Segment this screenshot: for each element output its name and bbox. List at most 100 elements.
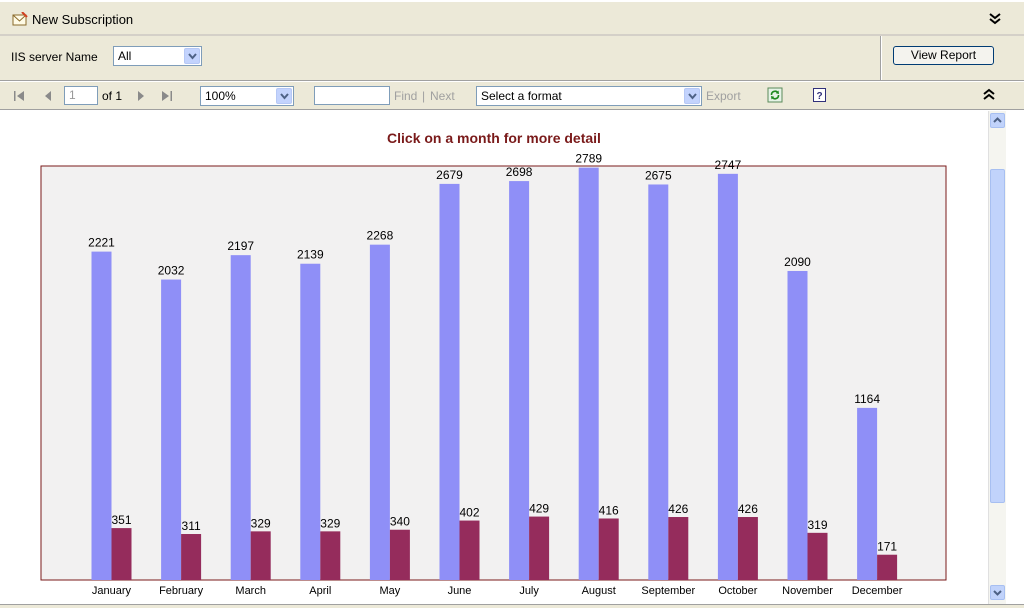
bar-value-label: 319 — [807, 518, 827, 532]
bar-series-b[interactable] — [737, 517, 758, 580]
server-name-label: IIS server Name — [11, 50, 98, 64]
previous-page-icon[interactable] — [42, 90, 54, 102]
bar-series-b[interactable] — [807, 532, 828, 580]
export-format-value: Select a format — [481, 89, 562, 103]
bar-series-b[interactable] — [598, 518, 619, 580]
report-toolbar: 1 of 1 100% Find | Next Select a format … — [0, 82, 1024, 110]
bar-value-label: 2698 — [506, 165, 533, 179]
next-page-icon[interactable] — [135, 90, 147, 102]
bar-value-label: 2197 — [227, 239, 254, 253]
next-link[interactable]: Next — [430, 89, 455, 103]
bar-series-a[interactable] — [787, 270, 808, 580]
x-tick-label[interactable]: October — [718, 585, 757, 597]
bar-value-label: 2032 — [158, 264, 185, 278]
status-edge — [0, 604, 1024, 608]
last-page-icon[interactable] — [161, 90, 173, 102]
bar-value-label: 402 — [459, 506, 479, 520]
title-bar: New Subscription — [0, 0, 1024, 36]
x-tick-label[interactable]: August — [582, 585, 616, 597]
x-tick-label[interactable]: April — [309, 585, 331, 597]
find-separator: | — [422, 89, 426, 103]
bar-value-label: 426 — [668, 502, 688, 516]
subscription-icon — [12, 11, 28, 26]
bar-series-a[interactable] — [509, 181, 530, 580]
bar-series-b[interactable] — [181, 534, 202, 580]
chart-title: Click on a month for more detail — [387, 130, 601, 146]
bar-value-label: 311 — [182, 519, 201, 533]
chevron-down-icon[interactable] — [184, 48, 200, 64]
bar-series-b[interactable] — [529, 516, 550, 580]
bar-value-label: 426 — [738, 502, 758, 516]
page-number-input[interactable]: 1 — [64, 86, 98, 105]
bar-series-a[interactable] — [369, 244, 390, 580]
bar-series-a[interactable] — [439, 183, 460, 580]
x-tick-label[interactable]: March — [235, 585, 266, 597]
x-tick-label[interactable]: September — [641, 585, 695, 597]
export-link[interactable]: Export — [706, 89, 741, 103]
bar-series-a[interactable] — [91, 251, 112, 580]
scroll-thumb[interactable] — [990, 169, 1005, 503]
first-page-icon[interactable] — [13, 90, 25, 102]
chevron-down-icon[interactable] — [684, 88, 700, 104]
bar-value-label: 329 — [320, 516, 340, 530]
x-tick-label[interactable]: January — [92, 585, 132, 597]
bar-value-label: 2139 — [297, 248, 324, 262]
page-count-label: of 1 — [102, 89, 123, 103]
bar-value-label: 2747 — [715, 158, 742, 172]
bar-value-label: 340 — [390, 515, 410, 529]
bar-series-a[interactable] — [300, 263, 321, 580]
bar-value-label: 2789 — [575, 152, 602, 166]
bar-series-a[interactable] — [578, 167, 599, 580]
scroll-down-button[interactable] — [990, 585, 1005, 600]
bar-value-label: 2090 — [784, 255, 811, 269]
refresh-icon[interactable] — [767, 87, 783, 103]
zoom-select[interactable]: 100% — [200, 86, 294, 106]
x-tick-label[interactable]: June — [448, 585, 472, 597]
x-tick-label[interactable]: July — [519, 585, 539, 597]
scroll-up-button[interactable] — [990, 113, 1005, 128]
x-tick-label[interactable]: February — [159, 585, 204, 597]
bar-series-b[interactable] — [668, 517, 689, 580]
window-edge — [1006, 111, 1024, 608]
x-tick-label[interactable]: November — [782, 585, 833, 597]
bar-value-label: 351 — [111, 513, 131, 527]
bar-series-b[interactable] — [320, 531, 341, 580]
zoom-value: 100% — [205, 89, 236, 103]
svg-text:?: ? — [816, 91, 822, 102]
server-name-select[interactable]: All — [113, 46, 202, 66]
bar-series-a[interactable] — [161, 279, 182, 580]
bar-series-b[interactable] — [111, 528, 132, 580]
bar-series-a[interactable] — [717, 173, 738, 580]
bar-series-a[interactable] — [230, 255, 251, 581]
collapse-up-icon[interactable] — [982, 87, 998, 103]
help-icon[interactable]: ? — [812, 87, 828, 103]
vertical-scrollbar[interactable] — [988, 111, 1006, 604]
monthly-bar-chart: 2221 351 January 2032 311 February 2197 329 Marc… — [40, 152, 947, 597]
bar-value-label: 2268 — [367, 229, 394, 243]
x-tick-label[interactable]: May — [380, 585, 401, 597]
server-name-value: All — [118, 49, 132, 63]
export-format-select[interactable]: Select a format — [476, 86, 702, 106]
view-report-button[interactable]: View Report — [893, 46, 994, 65]
bar-series-a[interactable] — [648, 184, 669, 580]
bar-value-label: 416 — [599, 503, 619, 517]
bar-value-label: 2679 — [436, 168, 463, 182]
parameters-bar: IIS server Name All View Report — [0, 36, 1024, 81]
bar-series-b[interactable] — [877, 554, 898, 580]
bar-series-b[interactable] — [250, 531, 271, 580]
find-input[interactable] — [314, 86, 390, 105]
bar-series-b[interactable] — [389, 529, 410, 580]
divider — [880, 36, 882, 80]
x-tick-label[interactable]: December — [852, 585, 903, 597]
find-link[interactable]: Find — [394, 89, 418, 103]
bar-value-label: 171 — [877, 540, 897, 554]
collapse-chevron-icon[interactable] — [988, 12, 1002, 26]
bar-series-b[interactable] — [459, 520, 480, 580]
bar-value-label: 2675 — [645, 168, 672, 182]
chevron-down-icon[interactable] — [276, 88, 292, 104]
bar-value-label: 1164 — [854, 392, 880, 406]
bar-value-label: 2221 — [88, 236, 115, 250]
page-title: New Subscription — [32, 12, 134, 27]
bar-series-a[interactable] — [857, 407, 878, 580]
bar-value-label: 429 — [529, 502, 549, 516]
